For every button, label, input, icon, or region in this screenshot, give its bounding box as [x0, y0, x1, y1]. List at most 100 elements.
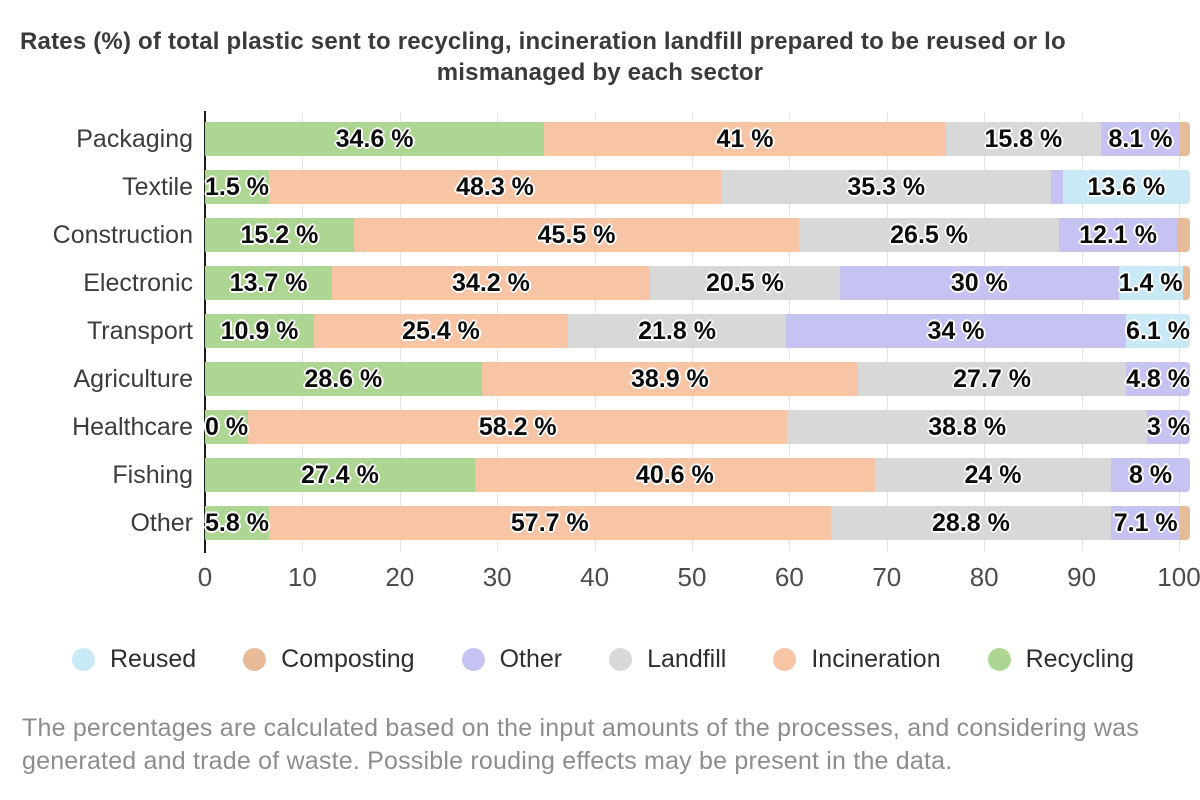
x-tick-label: 60	[774, 562, 804, 592]
bar-segment-other: 12.1 %	[1058, 218, 1178, 252]
bar-row: Electronic 13.7 % 34.2 % 20.5 % 30 % 1.4 %	[0, 259, 1200, 307]
bar-value-label: 27.7 %	[953, 364, 1031, 393]
stacked-bar: 15.2 % 45.5 % 26.5 % 12.1 %	[205, 218, 1190, 252]
bar-value-label: 0 %	[205, 412, 249, 441]
bar-segment-incineration: 40.6 %	[474, 458, 875, 492]
chart-title-line2: mismanaged by each sector	[436, 59, 764, 86]
x-tick-label: 0	[197, 562, 213, 592]
legend-label: Reused	[110, 644, 197, 673]
x-tick-label: 50	[677, 562, 707, 592]
bar-segment-recycling: 28.6 %	[205, 362, 482, 396]
legend-item-reused: Reused	[72, 645, 196, 674]
bar-segment-reused: 6.1 %	[1126, 314, 1190, 348]
bar-value-label: 24 %	[964, 460, 1022, 489]
category-label: Construction	[52, 221, 193, 249]
legend-swatch-incineration	[773, 647, 797, 671]
bar-segment-incineration: 38.9 %	[481, 362, 859, 396]
bar-value-label: 1.4 %	[1118, 268, 1183, 297]
x-tick-label: 40	[580, 562, 610, 592]
bar-value-label: 40.6 %	[635, 460, 714, 489]
bar-segment-landfill: 38.8 %	[787, 410, 1147, 444]
stacked-bar: 5.8 % 57.7 % 28.8 % 7.1 %	[205, 506, 1190, 540]
bar-segment-landfill: 21.8 %	[568, 314, 787, 348]
category-label: Textile	[122, 173, 193, 201]
bar-value-label: 3 %	[1146, 412, 1190, 441]
legend-item-composting: Composting	[243, 644, 415, 674]
legend-item-landfill: Landfill	[609, 645, 726, 674]
x-tick-label: 20	[385, 562, 415, 592]
bar-segment-landfill: 35.3 %	[721, 170, 1052, 204]
bar-value-label: 34.2 %	[452, 268, 530, 297]
bar-segment-incineration: 25.4 %	[314, 314, 569, 348]
bar-value-label: 20.5 %	[706, 268, 784, 297]
x-tick-label: 10	[287, 562, 317, 592]
bar-segment-composting	[1180, 506, 1190, 540]
bar-value-label: 1.5 %	[205, 172, 269, 201]
legend-swatch-reused	[72, 647, 95, 671]
bar-value-label: 15.2 %	[240, 220, 319, 249]
bar-value-label: 27.4 %	[301, 460, 379, 489]
bar-value-label: 6.1 %	[1126, 316, 1190, 345]
legend-label: Other	[499, 644, 563, 673]
bar-row: Other 5.8 % 57.7 % 28.8 % 7.1 %	[0, 499, 1200, 547]
bar-value-label: 10.9 %	[220, 316, 299, 345]
legend-label: Landfill	[647, 644, 727, 673]
bar-value-label: 7.1 %	[1113, 508, 1178, 537]
legend-swatch-other	[461, 647, 485, 671]
bar-segment-incineration: 48.3 %	[268, 170, 722, 204]
bar-segment-recycling: 34.6 %	[205, 122, 545, 156]
bar-value-label: 15.8 %	[984, 124, 1063, 153]
stacked-bar: 1.5 % 48.3 % 35.3 % 13.6 %	[205, 170, 1190, 204]
bar-segment-other: 4.8 %	[1126, 362, 1190, 396]
bar-segment-landfill: 26.5 %	[799, 218, 1059, 252]
category-label: Fishing	[112, 461, 193, 489]
bar-value-label: 28.6 %	[304, 364, 383, 393]
bar-value-label: 41 %	[716, 124, 774, 153]
stacked-bar: 28.6 % 38.9 % 27.7 % 4.8 %	[205, 362, 1190, 396]
bar-segment-other: 30 %	[840, 266, 1119, 300]
legend-label: Recycling	[1025, 644, 1134, 673]
legend-item-recycling: Recycling	[987, 644, 1134, 674]
bar-segment-other: 34 %	[786, 314, 1127, 348]
bar-segment-landfill: 15.8 %	[945, 122, 1101, 156]
x-tick-label: 100	[1157, 562, 1200, 592]
bar-value-label: 8.1 %	[1108, 124, 1173, 153]
bar-value-label: 28.8 %	[932, 508, 1010, 537]
bar-value-label: 12.1 %	[1079, 220, 1157, 249]
bar-value-label: 26.5 %	[890, 220, 968, 249]
bar-value-label: 35.3 %	[847, 172, 926, 201]
category-label: Agriculture	[73, 365, 194, 393]
category-label: Transport	[86, 317, 193, 345]
bar-segment-other: 8.1 %	[1100, 122, 1181, 156]
bar-value-label: 58.2 %	[478, 412, 557, 441]
bar-value-label: 38.8 %	[928, 412, 1007, 441]
bar-segment-recycling: 13.7 %	[205, 266, 333, 300]
bar-value-label: 21.8 %	[638, 316, 716, 345]
bar-value-label: 13.6 %	[1087, 172, 1166, 201]
bar-row: Textile 1.5 % 48.3 % 35.3 % 13.6 %	[0, 163, 1200, 211]
legend-item-other: Other	[461, 644, 563, 674]
bar-row: Packaging 34.6 % 41 % 15.8 % 8.1 %	[0, 115, 1200, 163]
bar-segment-recycling: 5.8 %	[205, 506, 269, 540]
stacked-bar: 27.4 % 40.6 % 24 % 8 %	[205, 458, 1190, 492]
bar-segment-incineration: 41 %	[544, 122, 946, 156]
bar-value-label: 48.3 %	[456, 172, 534, 201]
bar-segment-landfill: 24 %	[874, 458, 1112, 492]
bar-value-label: 45.5 %	[537, 220, 616, 249]
legend-swatch-recycling	[987, 647, 1011, 671]
bar-value-label: 34.6 %	[335, 124, 414, 153]
chart-title-line1: Rates (%) of total plastic sent to recyc…	[20, 28, 1066, 55]
bar-segment-composting	[1182, 266, 1190, 300]
bar-segment-landfill: 27.7 %	[858, 362, 1127, 396]
bar-row: Healthcare 0 % 58.2 % 38.8 % 3 %	[0, 403, 1200, 451]
x-tick-label: 70	[872, 562, 902, 592]
bar-segment-recycling: 10.9 %	[205, 314, 314, 348]
stacked-bar: 34.6 % 41 % 15.8 % 8.1 %	[205, 122, 1190, 156]
category-label: Other	[130, 509, 193, 537]
legend-swatch-composting	[243, 647, 267, 671]
legend-label: Composting	[281, 644, 415, 673]
bar-segment-landfill: 28.8 %	[830, 506, 1112, 540]
bar-segment-recycling: 0 %	[205, 410, 249, 444]
bar-segment-incineration: 58.2 %	[248, 410, 788, 444]
